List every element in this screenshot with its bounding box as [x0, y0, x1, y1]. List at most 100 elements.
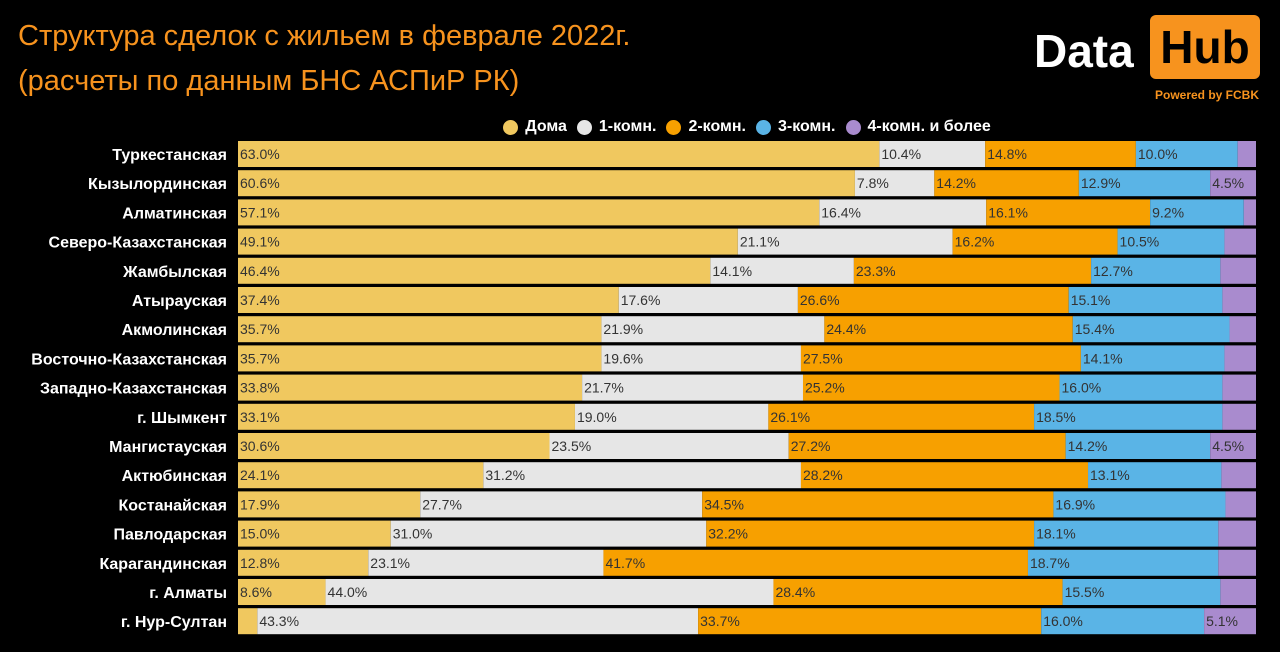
bar-segment: [1221, 462, 1256, 489]
bar-segment: [238, 287, 619, 313]
bar-segment: [1059, 374, 1223, 401]
legend-label: Дома: [525, 118, 567, 135]
legend-swatch: [576, 119, 592, 135]
category-label: Жамбылская: [122, 264, 227, 281]
data-label: 15.0%: [240, 526, 280, 542]
bar-segment: [1034, 520, 1219, 547]
bar-segment: [1210, 170, 1256, 197]
data-label: 28.2%: [803, 467, 843, 483]
data-label: 63.0%: [240, 146, 280, 162]
bar-segment: [768, 403, 1035, 430]
data-label: 8.6%: [240, 584, 272, 600]
data-label: 14.2%: [936, 175, 976, 191]
data-label: 24.1%: [240, 467, 280, 483]
data-label: 15.4%: [1075, 321, 1115, 337]
data-label: 18.5%: [1036, 409, 1076, 425]
data-label: 21.1%: [740, 234, 780, 250]
bar-segment: [1053, 491, 1226, 518]
bar-segment: [238, 199, 820, 226]
data-label: 23.3%: [856, 263, 896, 279]
bar-segment: [802, 374, 1060, 401]
bar-segment: [1237, 141, 1256, 167]
data-label: 13.1%: [1090, 467, 1130, 483]
data-label: 23.1%: [370, 555, 410, 571]
bar-segment: [824, 316, 1073, 343]
bar-segment: [952, 228, 1118, 255]
category-label: Карагандинская: [99, 556, 227, 573]
bar-segment: [1091, 257, 1221, 284]
bar-segment: [1222, 374, 1256, 401]
data-label: 60.6%: [240, 175, 280, 191]
data-label: 9.2%: [1152, 204, 1184, 220]
bar-segment: [601, 345, 801, 372]
bar-segment: [1080, 345, 1225, 372]
data-label: 25.2%: [805, 380, 845, 396]
bar-segment: [985, 141, 1136, 167]
bar-segment: [1135, 141, 1238, 167]
bar-segment: [238, 374, 583, 401]
bar-segment: [1088, 462, 1222, 489]
data-label: 18.7%: [1030, 555, 1070, 571]
bar-segment: [773, 579, 1063, 605]
legend-item: 3-комн.: [755, 116, 836, 138]
category-label: Восточно-Казахстанская: [31, 351, 227, 368]
bar-segment: [1210, 433, 1256, 459]
data-label: 15.1%: [1071, 292, 1111, 308]
data-label: 12.7%: [1093, 263, 1133, 279]
bar-segment: [1220, 579, 1256, 605]
bar-segment: [1222, 403, 1256, 430]
bar-segment: [238, 520, 391, 547]
bar-segment: [483, 462, 801, 489]
data-label: 26.6%: [800, 292, 840, 308]
bar-segment: [788, 433, 1066, 459]
data-label: 23.5%: [552, 438, 592, 454]
category-label: Западно-Казахстанская: [40, 381, 227, 398]
data-label: 16.9%: [1055, 496, 1095, 512]
bar-segment: [698, 608, 1042, 635]
data-label: 28.4%: [775, 584, 815, 600]
bar-segment: [238, 141, 880, 167]
bar-segment: [1222, 287, 1256, 313]
data-label: 33.1%: [240, 409, 280, 425]
logo-powered-text: Powered by FCBK: [1154, 88, 1259, 102]
data-label: 21.7%: [584, 380, 624, 396]
data-label: 18.1%: [1036, 526, 1076, 542]
bar-segment: [420, 491, 703, 518]
data-label: 10.0%: [1138, 146, 1178, 162]
bar-segment: [1027, 549, 1219, 576]
legend-label: 1-комн.: [598, 118, 657, 135]
bar-segment: [238, 433, 550, 459]
data-label: 31.2%: [485, 467, 525, 483]
data-label: 17.9%: [240, 496, 280, 512]
bar-segment: [1150, 199, 1244, 226]
bar-segment: [238, 549, 369, 576]
bar-segment: [238, 316, 602, 343]
bar-segment: [238, 608, 258, 635]
logo-data-text: Data: [1034, 25, 1134, 77]
bar-segment: [238, 579, 326, 605]
bar-segment: [368, 549, 604, 576]
bar-segment: [238, 462, 484, 489]
data-label: 41.7%: [605, 555, 645, 571]
chart-title: Структура сделок с жильем в феврале 2022…: [18, 20, 631, 52]
data-label: 46.4%: [240, 263, 280, 279]
data-label: 10.5%: [1120, 234, 1160, 250]
bar-segment: [257, 608, 699, 635]
bar-segment: [710, 257, 854, 284]
bar-segment: [238, 228, 738, 255]
bar-segment: [737, 228, 953, 255]
bar-segment: [238, 170, 855, 197]
category-label: Акмолинская: [122, 322, 227, 339]
bar-segment: [238, 257, 711, 284]
data-label: 27.5%: [803, 350, 843, 366]
data-label: 33.8%: [240, 380, 280, 396]
bar-segment: [853, 257, 1092, 284]
bar-segment: [1068, 287, 1223, 313]
legend-swatch: [503, 119, 519, 135]
bar-segment: [603, 549, 1028, 576]
bar-segment: [1218, 549, 1256, 576]
bar-segment: [325, 579, 774, 605]
data-label: 57.1%: [240, 204, 280, 220]
bar-segment: [601, 316, 825, 343]
data-label: 26.1%: [770, 409, 810, 425]
